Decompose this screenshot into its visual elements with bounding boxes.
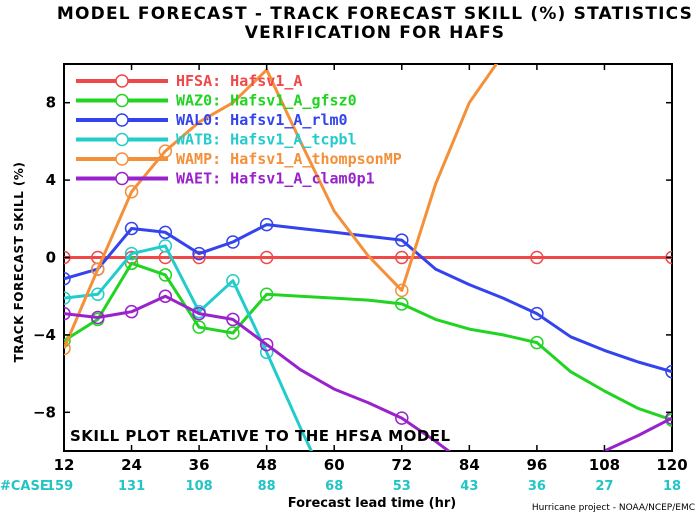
y-tick-label: −8 (33, 403, 56, 421)
skill-annotation: SKILL PLOT RELATIVE TO THE HFSA MODEL (70, 427, 451, 445)
series-point-5 (226, 312, 240, 327)
series-point-3 (226, 273, 240, 288)
case-count: 88 (258, 479, 276, 494)
series-line-5 (64, 294, 672, 451)
legend-marker (115, 113, 129, 127)
case-count: 27 (595, 479, 613, 494)
legend-label: HFSA: Hafsv1_A (176, 72, 302, 90)
chart-title: MODEL FORECAST - TRACK FORECAST SKILL (%… (57, 4, 693, 24)
x-tick-label: 72 (391, 456, 412, 474)
legend-label: WAMP: Hafsv1_A_thompsonMP (176, 150, 402, 168)
series-point-2 (665, 364, 672, 379)
series-point-5 (64, 306, 71, 321)
series-point-4 (395, 283, 409, 298)
series-point-2 (395, 233, 409, 247)
x-axis-label: Forecast lead time (hr) (288, 496, 456, 511)
series-point-2 (259, 217, 274, 232)
y-tick-label: −4 (33, 326, 56, 344)
series-point-1 (192, 320, 206, 334)
legend-marker (115, 74, 129, 88)
legend-marker (115, 152, 129, 166)
series-point-4 (91, 262, 105, 276)
series-point-5 (158, 289, 173, 303)
series-point-3 (124, 246, 139, 261)
case-count: 68 (325, 479, 343, 494)
series-line-1 (64, 261, 672, 422)
y-tick-label: 0 (46, 249, 56, 267)
series-point-1 (226, 326, 240, 340)
case-count: 53 (393, 479, 411, 494)
case-count-label: #CASE (0, 479, 49, 494)
x-tick-label: 60 (324, 456, 345, 474)
legend-label: WAL0: Hafsv1_A_rlm0 (176, 111, 348, 129)
series-point-5 (665, 411, 672, 425)
y-axis: −8 −4 0 4 8 (33, 94, 672, 421)
series-point-1 (158, 268, 173, 282)
series-point-2 (530, 306, 544, 321)
legend-label: WAZ0: Hafsv1_A_gfsz0 (176, 92, 357, 110)
legend-label: WAET: Hafsv1_A_clam0p1 (176, 170, 375, 188)
series-point-0 (192, 250, 206, 265)
x-tick-label: 12 (54, 456, 75, 474)
series-point-2 (124, 221, 139, 236)
series-point-5 (259, 337, 274, 352)
x-tick-label: 24 (121, 456, 142, 474)
x-axis: 12 24 36 48 60 72 84 96 108 120 (54, 64, 688, 474)
x-tick-label: 48 (256, 456, 277, 474)
case-count: 159 (46, 479, 73, 494)
series-point-1 (259, 287, 274, 302)
series-point-5 (124, 304, 139, 319)
series-point-3 (64, 291, 71, 305)
legend-marker (115, 132, 129, 147)
legend: HFSA: Hafsv1_A WAZ0: Hafsv1_A_gfsz0WAL0: … (76, 72, 402, 188)
series-point-1 (530, 335, 544, 350)
y-axis-label: TRACK FORECAST SKILL (%) (12, 162, 26, 363)
chart-subtitle: VERIFICATION FOR HAFS (245, 23, 505, 43)
series-point-1 (124, 256, 139, 271)
series-point-3 (158, 239, 173, 253)
series-point-1 (64, 333, 71, 348)
x-tick-label: 108 (589, 456, 620, 474)
legend-marker (115, 171, 129, 186)
x-tick-label: 84 (459, 456, 480, 474)
series-point-0 (259, 250, 274, 265)
case-count: 43 (460, 479, 478, 494)
series-point-1 (395, 297, 409, 311)
case-count: 36 (528, 479, 546, 494)
case-count: 131 (118, 479, 145, 494)
series-point-4 (124, 184, 139, 199)
series-point-5 (91, 310, 105, 325)
series-point-2 (226, 235, 240, 249)
series-point-0 (395, 250, 409, 265)
legend-marker (115, 93, 129, 108)
series-point-3 (91, 287, 105, 302)
series-point-2 (64, 272, 71, 286)
series-point-5 (192, 306, 206, 321)
x-tick-label: 96 (526, 456, 547, 474)
credit-text: Hurricane project - NOAA/NCEP/EMC (532, 503, 695, 513)
series-line-3 (64, 244, 314, 451)
case-count: 18 (663, 479, 681, 494)
x-tick-label: 120 (656, 456, 687, 474)
series-point-5 (395, 411, 409, 425)
series-point-2 (192, 246, 206, 261)
series-point-0 (530, 250, 544, 265)
legend-label: WATB: Hafsv1_A_tcpbl (176, 131, 357, 149)
series-point-2 (158, 225, 173, 240)
series-line-2 (64, 223, 672, 374)
case-count: 108 (186, 479, 213, 494)
series-point-4 (64, 341, 71, 356)
x-tick-label: 36 (189, 456, 210, 474)
case-counts: 159 131 108 88 68 53 43 36 27 18 (46, 479, 681, 494)
y-tick-label: 4 (46, 171, 56, 189)
y-tick-label: 8 (46, 94, 56, 112)
